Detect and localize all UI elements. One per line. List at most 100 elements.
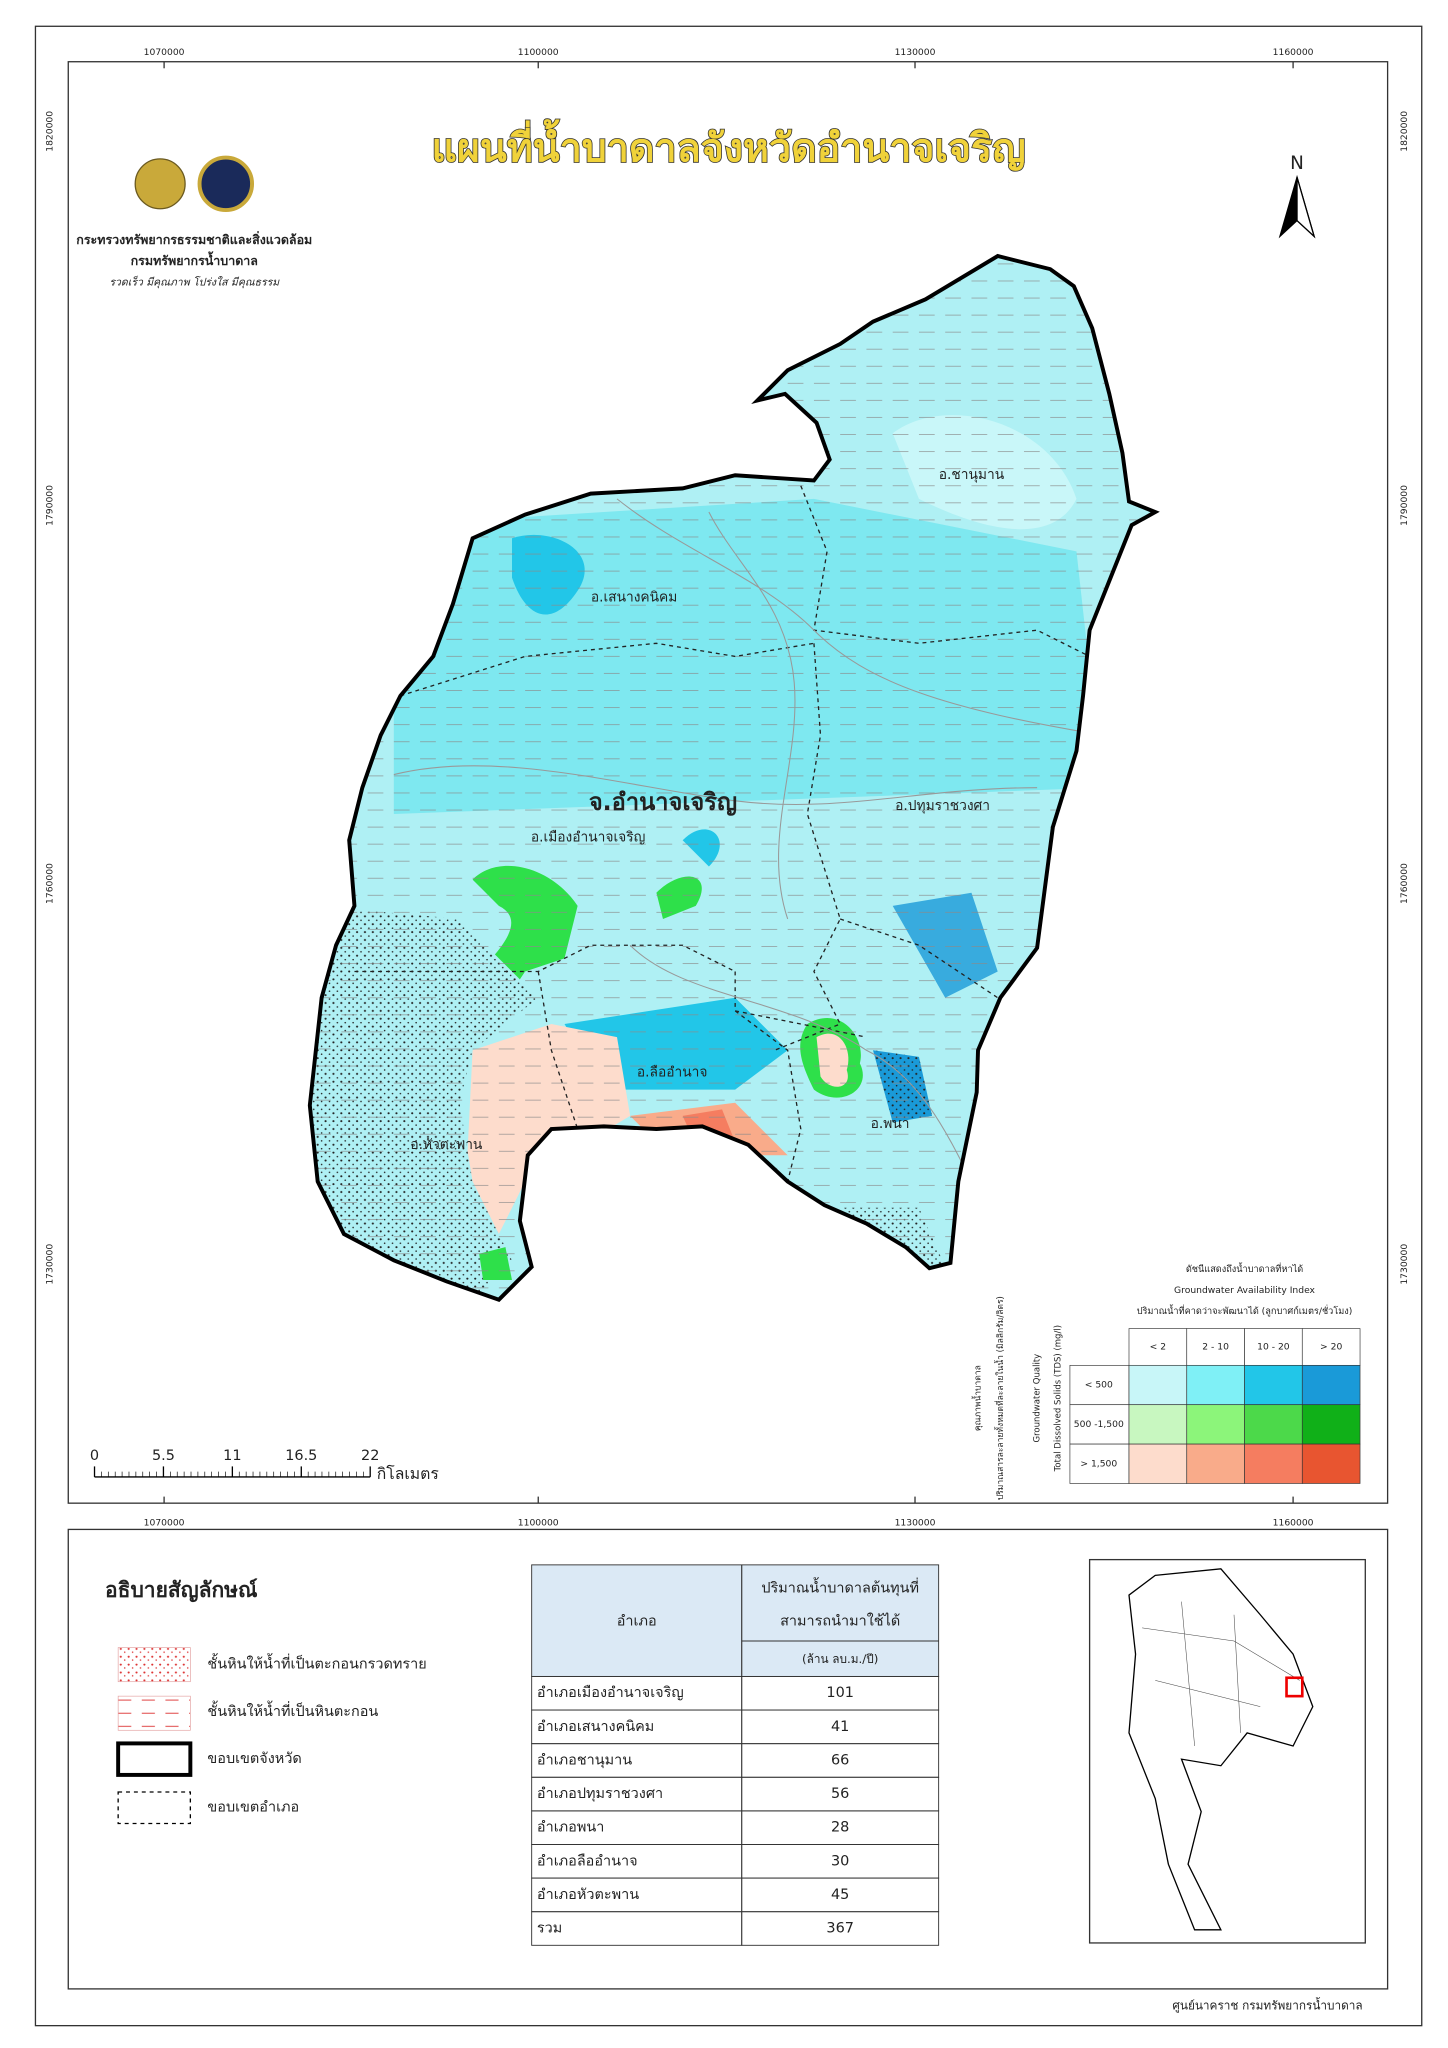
legend-item: ขอบเขตจังหวัด — [207, 1751, 301, 1767]
table-district: อำเภอปทุมราชวงศา — [537, 1786, 663, 1802]
index-cell — [1244, 1364, 1303, 1406]
index-header-cell — [1301, 1328, 1361, 1366]
index-row-label: 500 -1,500 — [1074, 1419, 1124, 1430]
district-label: อ.ปทุมราชวงศา — [895, 798, 990, 814]
index-header-cell — [1128, 1328, 1188, 1366]
index-column: 2 - 10 — [1202, 1341, 1229, 1352]
table-district: อำเภอชานุมาน — [537, 1752, 632, 1768]
inset-highlight — [1285, 1676, 1304, 1698]
legend-title: อธิบายสัญลักษณ์ — [105, 1578, 258, 1603]
table-value: 41 — [831, 1719, 849, 1735]
scale-unit: กิโลเมตร — [377, 1464, 439, 1483]
y-coord: 1790000 — [1399, 485, 1410, 526]
district-label: อ.ชานุมาน — [939, 467, 1005, 483]
index-row-label-cell — [1069, 1443, 1130, 1484]
index-row-label-cell — [1069, 1364, 1130, 1406]
legend-swatch-sediment — [117, 1695, 191, 1731]
district-label: อ.เสนางคนิคม — [591, 589, 678, 605]
x-coord: 1160000 — [1273, 47, 1314, 58]
quality-label: Groundwater Quality — [1033, 1354, 1043, 1443]
quality-label: Total Dissolved Solids (TDS) (mg/l) — [1054, 1325, 1064, 1472]
footer: ศูนย์นาคราช กรมทรัพยากรน้ำบาดาล — [1172, 1996, 1362, 2013]
yield-label: ปริมาณน้ำที่คาดว่าจะพัฒนาได้ (ลูกบาศก์เม… — [1137, 1303, 1353, 1317]
table-value: 56 — [831, 1786, 849, 1802]
x-coord: 1100000 — [518, 47, 559, 58]
index-cell — [1186, 1364, 1245, 1406]
quality-label: ปริมาณสารละลายทั้งหมดที่ละลายในน้ำ (มิลล… — [994, 1296, 1006, 1500]
legend-swatch-province — [116, 1741, 193, 1777]
inset-provinces — [1142, 1601, 1300, 1747]
y-coord: 1820000 — [1399, 111, 1410, 152]
x-coord: 1070000 — [144, 1517, 185, 1528]
table-header-bg — [531, 1564, 940, 1677]
province-label: จ.อำนาจเจริญ — [589, 788, 737, 816]
table-value: 45 — [831, 1887, 849, 1903]
table-value: 101 — [826, 1685, 854, 1701]
legend-swatch-gravel — [117, 1647, 191, 1683]
x-coord: 1160000 — [1273, 1517, 1314, 1528]
roads — [393, 498, 1103, 1182]
scale-label: 5.5 — [152, 1448, 175, 1464]
outer-border — [34, 25, 1423, 2027]
y-coord: 1730000 — [1399, 1244, 1410, 1285]
logos — [134, 155, 255, 213]
ministry: กระทรวงทรัพยากรธรรมชาติและสิ่งแวดล้อม — [76, 231, 312, 247]
index-cell — [1301, 1404, 1361, 1445]
index-column: > 20 — [1320, 1341, 1342, 1352]
table-district: อำเภอเสนางคนิคม — [537, 1719, 654, 1735]
logo — [134, 158, 186, 210]
index-cell — [1301, 1443, 1361, 1484]
scale-label: 11 — [223, 1448, 241, 1464]
district-label: อ.ลืออำนาจ — [637, 1065, 708, 1081]
y-coord: 1820000 — [44, 111, 55, 152]
table-value: 28 — [831, 1820, 849, 1836]
y-coord: 1760000 — [1399, 863, 1410, 904]
y-coord: 1790000 — [44, 485, 55, 526]
index-cell — [1244, 1404, 1303, 1445]
map-title: แผนที่น้ำบาดาลจังหวัดอำนาจเจริญ — [431, 118, 1025, 171]
table-value: 30 — [831, 1853, 849, 1869]
district-label: อ.พนา — [871, 1116, 910, 1132]
index-column: 10 - 20 — [1257, 1341, 1290, 1352]
legend-item: ชั้นหินให้น้ำที่เป็นหินตะกอน — [207, 1700, 378, 1720]
district-label: อ.เมืองอำนาจเจริญ — [531, 830, 646, 846]
table-district: รวม — [537, 1921, 562, 1937]
x-coord: 1100000 — [518, 1517, 559, 1528]
index-cell — [1128, 1364, 1188, 1406]
table-row — [531, 1911, 940, 1946]
scale-label: 16.5 — [285, 1448, 317, 1464]
index-cell — [1186, 1443, 1245, 1484]
index-cell — [1128, 1404, 1188, 1445]
legend-item: ชั้นหินให้น้ำที่เป็นตะกอนกรวดทราย — [207, 1653, 426, 1673]
index-row-label: < 500 — [1085, 1380, 1113, 1391]
index-cell — [1244, 1443, 1303, 1484]
table-value: 367 — [826, 1921, 854, 1937]
scale-label: 0 — [90, 1448, 99, 1464]
legend-item: ขอบเขตอำเภอ — [207, 1800, 299, 1816]
table-header: อำเภอ — [617, 1613, 657, 1629]
table-district: อำเภอพนา — [537, 1820, 604, 1836]
district-label: อ.หัวตะพาน — [410, 1137, 483, 1153]
department: กรมทรัพยากรน้ำบาดาล — [131, 251, 258, 268]
index-cell — [1301, 1364, 1361, 1406]
north-arrow — [1296, 177, 1316, 239]
table-header: สามารถนำมาใช้ได้ — [780, 1611, 900, 1629]
index-row-label-cell — [1069, 1404, 1130, 1445]
index-title-en: Groundwater Availability Index — [1174, 1285, 1316, 1296]
y-coord: 1730000 — [44, 1244, 55, 1285]
x-coord: 1130000 — [895, 1517, 936, 1528]
thailand-outline — [1128, 1568, 1314, 1931]
table-district: อำเภอเมืองอำนาจเจริญ — [537, 1684, 684, 1701]
index-cell — [1186, 1404, 1245, 1445]
north-label: N — [1290, 153, 1304, 174]
scale-label: 22 — [361, 1448, 379, 1464]
index-row-label: > 1,500 — [1080, 1458, 1117, 1469]
table-value: 66 — [831, 1752, 849, 1768]
index-title: ดัชนีแสดงถึงน้ำบาดาลที่หาได้ — [1186, 1261, 1303, 1275]
table-header: ปริมาณน้ำบาดาลต้นทุนที่ — [761, 1576, 919, 1596]
y-coord: 1760000 — [44, 863, 55, 904]
x-coord: 1070000 — [144, 47, 185, 58]
table-district: อำเภอลืออำนาจ — [537, 1852, 638, 1869]
motto: รวดเร็ว มีคุณภาพ โปร่งใส มีคุณธรรม — [109, 275, 280, 288]
table-district: อำเภอหัวตะพาน — [537, 1887, 639, 1903]
